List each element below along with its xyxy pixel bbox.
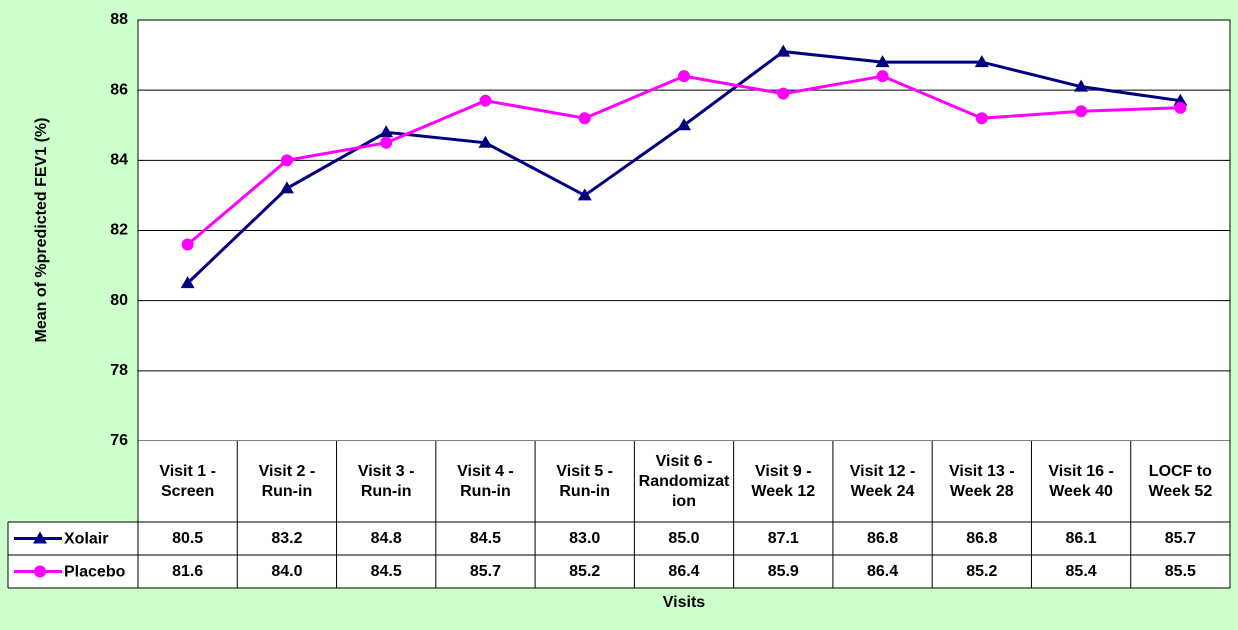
marker bbox=[875, 55, 890, 68]
marker bbox=[677, 118, 691, 131]
value-label: 84.8 bbox=[370, 529, 402, 547]
value-label: 84.5 bbox=[469, 529, 502, 547]
marker bbox=[776, 44, 791, 57]
category-label: LOCF to Week 52 bbox=[1148, 462, 1213, 500]
y-tick-label: 80 bbox=[110, 292, 128, 309]
marker bbox=[479, 94, 492, 107]
value-label: 84.5 bbox=[370, 562, 402, 580]
y-axis-title: Mean of %predicted FEV1 (%) bbox=[33, 118, 50, 343]
value-label: 86.4 bbox=[866, 562, 899, 580]
table-bg bbox=[138, 441, 1230, 522]
category-label: Visit 2 - Run-in bbox=[258, 462, 316, 500]
value-label: 86.8 bbox=[966, 529, 998, 547]
marker bbox=[181, 238, 194, 251]
legend-label: Placebo bbox=[64, 564, 126, 581]
category-label: Visit 5 - Run-in bbox=[556, 462, 614, 500]
legend-marker bbox=[33, 531, 47, 544]
marker bbox=[777, 87, 790, 100]
y-tick-label: 76 bbox=[110, 432, 128, 449]
category-label: Visit 16 - Week 40 bbox=[1048, 462, 1114, 500]
marker bbox=[379, 125, 394, 138]
legend-marker bbox=[34, 565, 46, 578]
value-label: 86.8 bbox=[866, 529, 899, 547]
marker bbox=[678, 70, 690, 83]
y-tick-label: 78 bbox=[110, 362, 128, 379]
value-label: 85.7 bbox=[1164, 529, 1196, 547]
y-tick-label: 84 bbox=[110, 152, 128, 169]
value-label: 85.0 bbox=[668, 529, 700, 547]
value-label: 81.6 bbox=[172, 562, 204, 580]
marker bbox=[380, 136, 393, 149]
marker bbox=[279, 181, 294, 194]
marker bbox=[478, 135, 493, 148]
marker bbox=[1074, 79, 1089, 92]
marker bbox=[1173, 93, 1188, 106]
value-label: 85.2 bbox=[569, 562, 601, 580]
value-label: 86.4 bbox=[668, 562, 700, 580]
value-label: 83.0 bbox=[569, 529, 601, 547]
category-label: Visit 12 - Week 24 bbox=[849, 462, 916, 500]
category-label: Visit 13 - Week 28 bbox=[949, 462, 1015, 500]
value-label: 84.0 bbox=[271, 562, 303, 580]
value-label: 85.2 bbox=[966, 562, 998, 580]
value-label: 87.1 bbox=[767, 529, 799, 547]
marker bbox=[180, 276, 195, 289]
value-label: 85.4 bbox=[1065, 562, 1097, 580]
marker bbox=[974, 55, 989, 68]
marker bbox=[1174, 101, 1187, 114]
y-tick-label: 82 bbox=[110, 222, 128, 239]
category-label: Visit 4 - Run-in bbox=[457, 462, 514, 500]
marker bbox=[1075, 105, 1088, 118]
y-tick-label: 88 bbox=[110, 11, 128, 28]
category-label: Visit 3 - Run-in bbox=[357, 462, 415, 500]
category-label: Visit 1 - Screen bbox=[159, 462, 216, 500]
x-axis-title: Visits bbox=[663, 594, 706, 611]
marker bbox=[876, 70, 889, 83]
value-label: 86.1 bbox=[1065, 529, 1097, 547]
value-label: 83.2 bbox=[271, 529, 303, 547]
value-label: 80.5 bbox=[172, 529, 204, 547]
marker bbox=[578, 112, 591, 125]
y-tick-label: 86 bbox=[110, 81, 128, 98]
marker bbox=[975, 112, 988, 125]
value-label: 85.7 bbox=[469, 562, 502, 580]
category-label: Visit 6 - Randomization bbox=[638, 452, 730, 510]
marker bbox=[280, 154, 293, 167]
legend-label: Xolair bbox=[64, 531, 108, 548]
category-label: Visit 9 - Week 12 bbox=[751, 462, 816, 500]
value-label: 85.9 bbox=[767, 562, 799, 580]
value-label: 85.5 bbox=[1164, 562, 1196, 580]
marker bbox=[577, 188, 592, 201]
